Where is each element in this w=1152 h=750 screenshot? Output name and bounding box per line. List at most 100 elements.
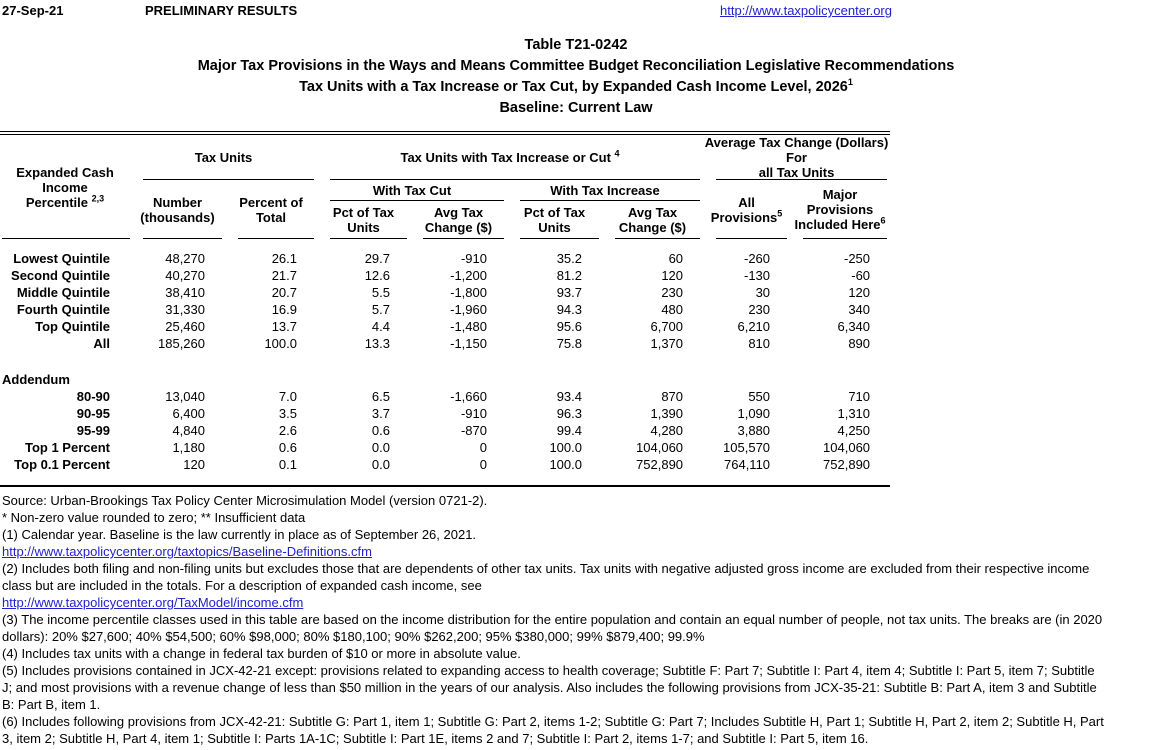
data-cell: 120	[183, 457, 205, 472]
row-label: Top 1 Percent	[24, 440, 110, 455]
data-cell: 38,410	[165, 285, 205, 300]
table-row: Second Quintile 40,270 21.7 12.6 -1,200 81.2 1…	[0, 267, 890, 284]
data-cell: 752,890	[823, 457, 871, 472]
data-cell: 100.0	[264, 336, 297, 351]
data-cell: 100.0	[549, 440, 582, 455]
data-cell: 95.6	[556, 319, 582, 334]
table-row: 80-90 13,040 7.0 6.5 -1,660 93.4 870 550 710	[0, 388, 890, 405]
data-cell: 1,310	[837, 406, 871, 421]
table-header: Expanded Cash Income Percentile 2,3 Tax …	[0, 135, 890, 239]
data-cell: 4,280	[650, 423, 684, 438]
data-cell: 0.0	[371, 440, 390, 455]
data-cell: -1,800	[450, 285, 487, 300]
data-cell: 550	[748, 389, 771, 404]
data-cell: -250	[844, 251, 871, 266]
title-block: Table T21-0242 Major Tax Provisions in t…	[0, 35, 1152, 119]
footnote-link[interactable]: http://www.taxpolicycenter.org/TaxModel/…	[2, 595, 304, 610]
row-label: Top 0.1 Percent	[14, 457, 110, 472]
data-cell: 752,890	[636, 457, 684, 472]
table-row: Top 0.1 Percent 120 0.1 0.0 0 100.0 752,890 764…	[0, 456, 890, 473]
footnote-ref-4: 4	[614, 148, 620, 159]
data-cell: 35.2	[556, 251, 582, 266]
data-cell: 13,040	[165, 389, 205, 404]
title-line-4: Baseline: Current Law	[499, 100, 653, 116]
data-cell: 890	[848, 336, 871, 351]
data-cell: 0.0	[371, 457, 390, 472]
title-line-2: Major Tax Provisions in the Ways and Mea…	[197, 58, 955, 74]
col-header-major-provisions: Major Provisions Included Here6	[790, 180, 890, 239]
data-cell: 4.4	[371, 319, 390, 334]
spacer-row	[0, 352, 890, 371]
data-cell: 1,180	[172, 440, 205, 455]
group-header-tax-increase-or-cut: Tax Units with Tax Increase or Cut 4	[317, 135, 703, 180]
footnote-text: (4) Includes tax units with a change in …	[2, 646, 521, 661]
data-cell: 0	[479, 440, 487, 455]
data-cell: 29.7	[364, 251, 390, 266]
data-cell: 13.3	[364, 336, 390, 351]
table-number-title: Table T21-0242	[524, 37, 628, 53]
data-cell: -870	[460, 423, 487, 438]
footnote-text: (2) Includes both filing and non-filing …	[2, 561, 1090, 593]
table-row: All 185,260 100.0 13.3 -1,150 75.8 1,370 810 890	[0, 335, 890, 352]
data-cell: 21.7	[271, 268, 297, 283]
data-cell: 764,110	[724, 457, 771, 472]
data-cell: 100.0	[549, 457, 582, 472]
col-header-increase-avg-tax-change: Avg Tax Change ($)	[602, 201, 703, 239]
data-cell: 96.3	[556, 406, 582, 421]
footnote-link[interactable]: http://www.taxpolicycenter.org/taxtopics…	[2, 544, 372, 559]
footnote-text: (3) The income percentile classes used i…	[2, 612, 1103, 644]
page-date: 27-Sep-21	[2, 3, 64, 18]
data-cell: 4,250	[837, 423, 871, 438]
data-cell: 104,060	[823, 440, 871, 455]
table-top-rule	[0, 131, 890, 135]
data-cell: 3.7	[371, 406, 390, 421]
data-cell: 20.7	[271, 285, 297, 300]
data-cell: 60	[668, 251, 684, 266]
income-table-wrap: Expanded Cash Income Percentile 2,3 Tax …	[0, 131, 890, 487]
data-cell: 870	[661, 389, 684, 404]
site-url-link[interactable]: http://www.taxpolicycenter.org	[720, 3, 892, 18]
footnote-ref-5: 5	[777, 208, 783, 219]
data-cell: 4,840	[172, 423, 205, 438]
data-cell: 81.2	[556, 268, 582, 283]
col-header-all-provisions: All Provisions5	[703, 180, 790, 239]
data-cell: 0.6	[371, 423, 390, 438]
data-cell: 75.8	[556, 336, 582, 351]
data-cell: 0	[479, 457, 487, 472]
addendum-label: Addendum	[2, 372, 70, 387]
data-cell: 7.0	[278, 389, 297, 404]
table-row: Fourth Quintile 31,330 16.9 5.7 -1,960 94.3 48…	[0, 301, 890, 318]
col-header-number-thousands: Number (thousands)	[130, 180, 225, 239]
data-cell: -60	[851, 268, 871, 283]
footnote-ref-2-3: 2,3	[91, 193, 105, 204]
footnote-line: http://www.taxpolicycenter.org/TaxModel/…	[2, 594, 1106, 611]
data-cell: -910	[460, 251, 487, 266]
data-cell: 5.7	[371, 302, 390, 317]
data-cell: -1,960	[450, 302, 487, 317]
data-cell: 710	[848, 389, 871, 404]
row-label: Fourth Quintile	[16, 302, 110, 317]
data-cell: 120	[848, 285, 871, 300]
table-row: Top 1 Percent 1,180 0.6 0.0 0 100.0 104,060 105…	[0, 439, 890, 456]
table-row: 90-95 6,400 3.5 3.7 -910 96.3 1,390 1,090 1,310	[0, 405, 890, 422]
data-cell: -910	[460, 406, 487, 421]
col-header-cut-pct-of-tax-units: Pct of Tax Units	[317, 201, 410, 239]
data-cell: 93.4	[556, 389, 582, 404]
data-cell: 12.6	[364, 268, 390, 283]
data-cell: 1,390	[650, 406, 684, 421]
footnote-ref-6: 6	[880, 215, 886, 226]
data-cell: 2.6	[278, 423, 297, 438]
data-cell: 6,400	[172, 406, 205, 421]
data-cell: 230	[748, 302, 771, 317]
data-cell: 1,370	[650, 336, 684, 351]
addendum-label-row: Addendum	[0, 371, 890, 388]
data-cell: -1,200	[450, 268, 487, 283]
title-line-3: Tax Units with a Tax Increase or Tax Cut…	[299, 77, 853, 95]
data-cell: 6,700	[650, 319, 684, 334]
data-cell: 6,210	[737, 319, 771, 334]
spacer-row	[0, 239, 890, 250]
footnote-text: * Non-zero value rounded to zero; ** Ins…	[2, 510, 306, 525]
data-cell: 120	[661, 268, 684, 283]
table-row: 95-99 4,840 2.6 0.6 -870 99.4 4,280 3,880 4,250	[0, 422, 890, 439]
row-label: All	[93, 336, 110, 351]
